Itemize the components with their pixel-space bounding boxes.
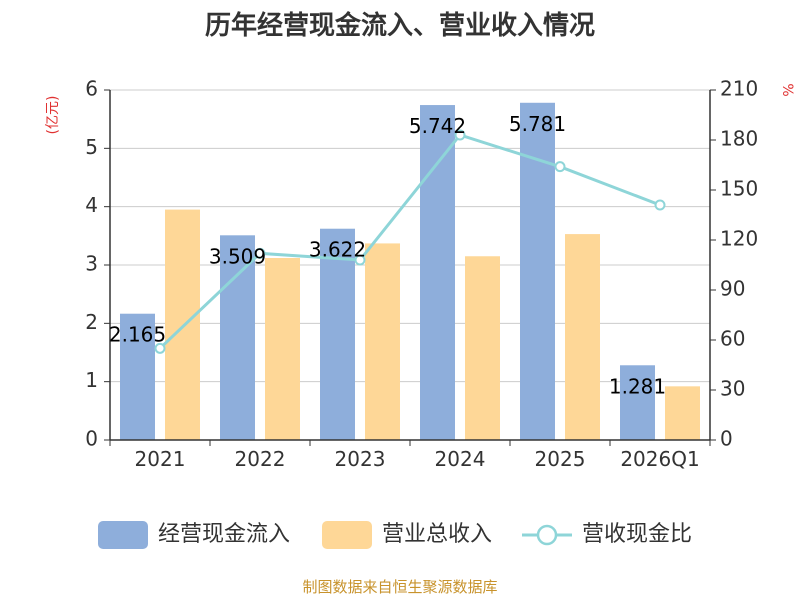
bar-revenue xyxy=(365,243,400,440)
left-tick-label: 4 xyxy=(85,193,98,217)
bar-revenue xyxy=(265,258,300,440)
left-tick-label: 2 xyxy=(85,310,98,334)
bar-data-label: 5.742 xyxy=(409,114,466,138)
bars xyxy=(120,102,700,441)
bar-data-label: 1.281 xyxy=(609,374,666,398)
right-tick-label: 180 xyxy=(720,127,758,151)
bar-cash-inflow xyxy=(420,105,455,441)
chart-title: 历年经营现金流入、营业收入情况 xyxy=(205,10,595,41)
ratio-point xyxy=(554,161,566,173)
bar-revenue xyxy=(565,234,600,440)
bar-cash-inflow xyxy=(220,235,255,440)
x-tick-label: 2025 xyxy=(535,447,586,471)
legend-item: 经营现金流入 xyxy=(98,521,290,549)
bar-cash-inflow xyxy=(320,228,355,440)
gridlines xyxy=(110,89,710,441)
bar-cash-inflow xyxy=(520,102,555,441)
right-tick-label: 30 xyxy=(720,377,745,401)
x-tick-label: 2024 xyxy=(435,447,486,471)
right-tick-label: 150 xyxy=(720,177,758,201)
ratio-point xyxy=(354,254,366,266)
left-tick-label: 0 xyxy=(85,427,98,451)
bar-data-label: 3.509 xyxy=(209,244,266,268)
bar-revenue xyxy=(165,209,200,440)
right-tick-label: 210 xyxy=(720,77,758,101)
bar-revenue xyxy=(465,256,500,440)
ratio-point xyxy=(154,342,166,354)
right-tick-label: 120 xyxy=(720,227,758,251)
data-labels: 2.165 3.509 3.622 5.742 5.781 1.281 xyxy=(109,112,666,399)
ratio-point xyxy=(254,247,266,259)
bar-revenue xyxy=(665,386,700,440)
right-axis-unit: % xyxy=(779,83,795,96)
legend-marker xyxy=(536,524,558,546)
legend: 经营现金流入 营业总收入 营收现金比 xyxy=(98,521,692,549)
right-tick-label: 90 xyxy=(720,277,745,301)
left-axis-unit: (亿元) xyxy=(45,96,61,135)
legend-item: 营业总收入 xyxy=(322,521,492,549)
x-tick-label: 2023 xyxy=(335,447,386,471)
ratio-line xyxy=(154,129,666,354)
legend-swatch xyxy=(98,521,148,549)
legend-swatch xyxy=(322,521,372,549)
source-note: 制图数据来自恒生聚源数据库 xyxy=(302,578,497,596)
ratio-line-path xyxy=(158,133,661,350)
bar-data-label: 2.165 xyxy=(109,323,166,347)
bar-data-label: 3.622 xyxy=(309,238,366,262)
bar-cash-inflow xyxy=(620,365,655,440)
ratio-point xyxy=(454,129,466,141)
ratio-point xyxy=(654,199,666,211)
bar-data-label: 5.781 xyxy=(509,112,566,136)
left-tick-label: 3 xyxy=(85,252,98,276)
left-tick-label: 1 xyxy=(85,368,98,392)
x-tick-label: 2026Q1 xyxy=(620,447,699,471)
left-tick-label: 5 xyxy=(85,135,98,159)
legend-label: 营业总收入 xyxy=(382,522,492,547)
left-tick-label: 6 xyxy=(85,77,98,101)
x-tick-label: 2022 xyxy=(235,447,286,471)
right-tick-label: 0 xyxy=(720,427,733,451)
bar-cash-inflow xyxy=(120,313,155,440)
right-tick-label: 60 xyxy=(720,327,745,351)
legend-label: 营收现金比 xyxy=(582,522,692,547)
legend-label: 经营现金流入 xyxy=(158,522,290,547)
legend-item: 营收现金比 xyxy=(522,522,692,547)
x-tick-label: 2021 xyxy=(135,447,186,471)
